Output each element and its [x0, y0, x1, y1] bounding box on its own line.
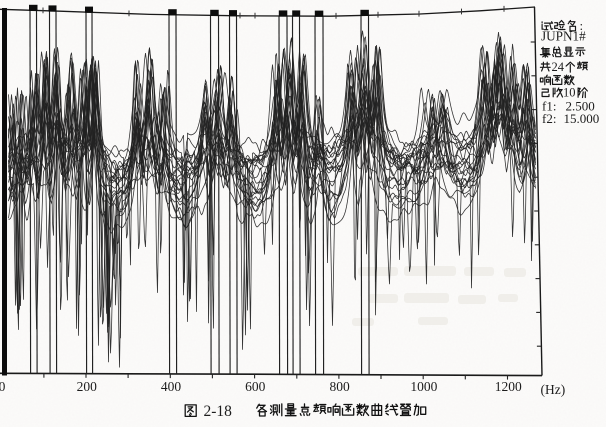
svg-text:f1:: f1:: [542, 98, 556, 113]
svg-text:1200: 1200: [495, 379, 522, 394]
svg-text:f2:: f2:: [542, 111, 556, 126]
svg-text:(Hz): (Hz): [541, 382, 566, 397]
svg-text:2.500: 2.500: [566, 98, 595, 113]
svg-text:1000: 1000: [410, 379, 437, 394]
svg-text:15.000: 15.000: [564, 111, 600, 126]
svg-text:JUPN1#: JUPN1#: [541, 29, 586, 44]
svg-text:10: 10: [563, 86, 576, 100]
svg-text:600: 600: [245, 379, 266, 394]
svg-text:400: 400: [161, 379, 182, 394]
svg-text:200: 200: [77, 379, 98, 394]
svg-text:2-18: 2-18: [204, 403, 233, 420]
svg-text:0: 0: [0, 379, 6, 394]
svg-text:24: 24: [552, 60, 565, 74]
svg-text::: :: [580, 18, 584, 33]
svg-text:800: 800: [329, 379, 350, 394]
